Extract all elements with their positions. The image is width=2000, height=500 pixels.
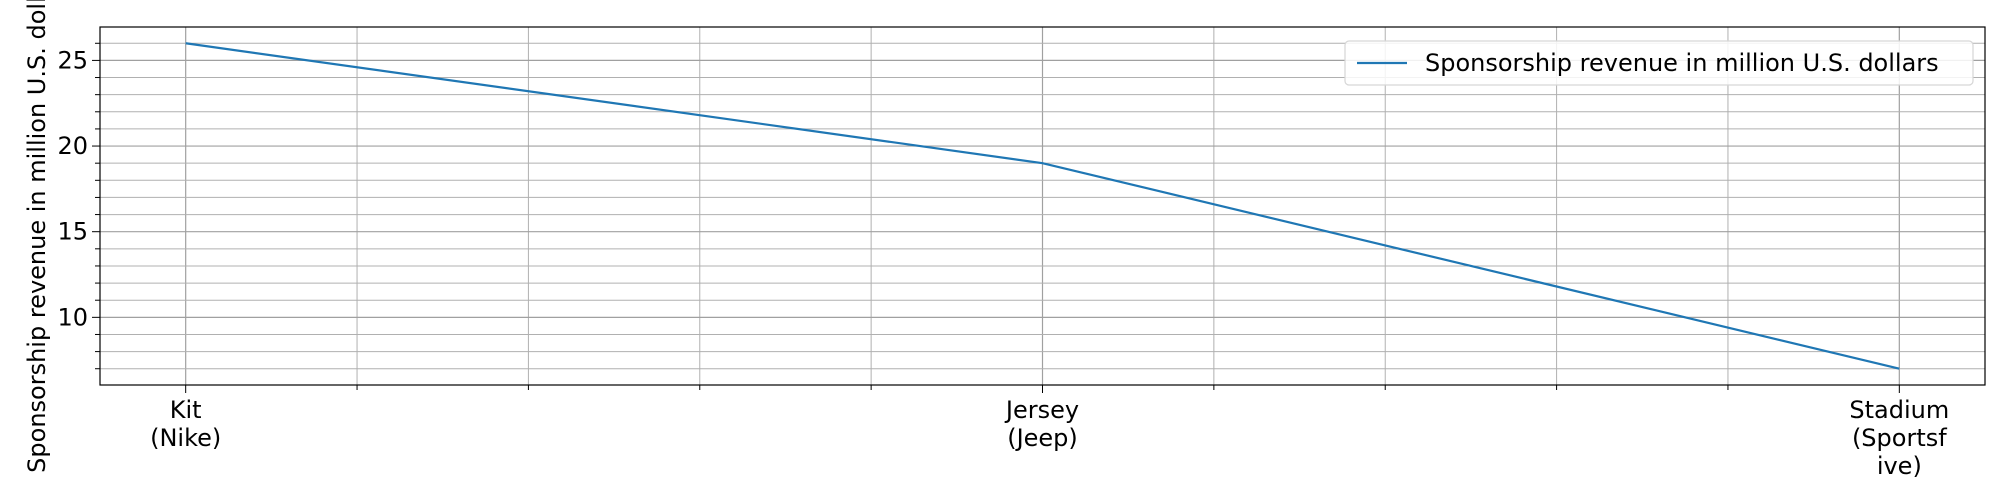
- legend-box: [1344, 40, 1974, 86]
- legend-label: Sponsorship revenue in million U.S. doll…: [1425, 49, 1939, 77]
- x-tick-label: Jersey (Jeep): [1004, 396, 1079, 452]
- y-tick-label: 15: [57, 218, 88, 246]
- y-tick-label: 25: [57, 46, 88, 74]
- x-tick-label: Stadium (Sportsf ive): [1849, 396, 1949, 480]
- y-tick-label: 10: [57, 303, 88, 331]
- series: [185, 42, 1900, 370]
- legend: Sponsorship revenue in million U.S. doll…: [1344, 40, 1974, 86]
- y-tick-label: 20: [57, 132, 88, 160]
- x-axis-ticks: Kit (Nike) Jersey (Jeep) Stadium (Sportsf ive): [150, 385, 1949, 480]
- x-tick-label: Kit (Nike): [150, 396, 221, 452]
- y-axis-label: Sponsorship revenue in million U.S. doll…: [23, 0, 51, 473]
- y-axis-ticks: 10 15 20 25: [57, 42, 100, 370]
